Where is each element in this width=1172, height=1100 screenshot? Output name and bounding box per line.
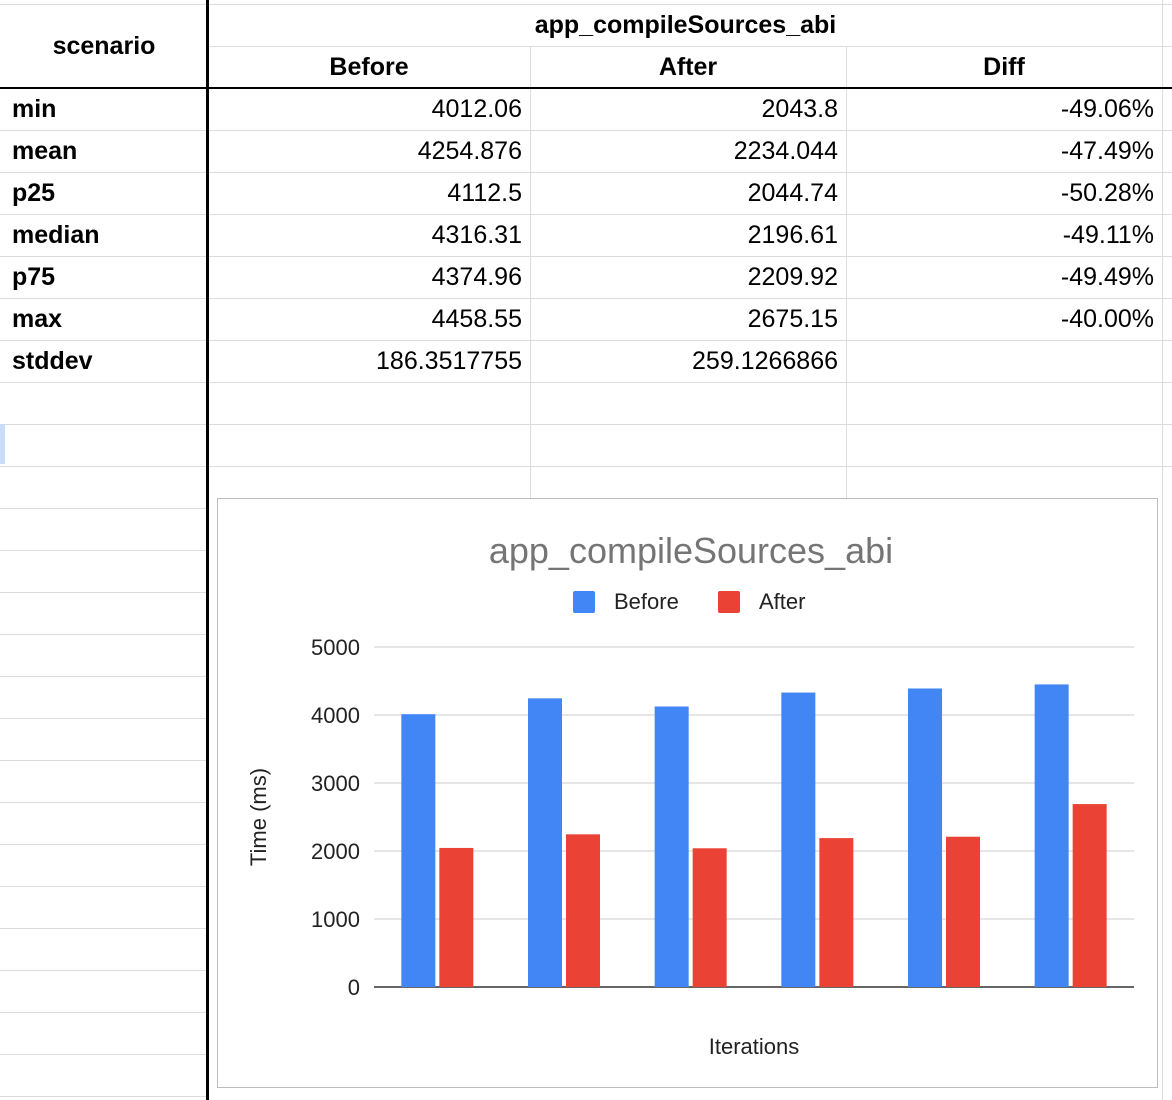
bar-after bbox=[692, 848, 727, 987]
cell-after[interactable]: 2043.8 bbox=[761, 94, 838, 123]
gridline-h bbox=[0, 550, 208, 551]
gridline-h bbox=[0, 130, 1172, 131]
gridline-h bbox=[0, 676, 208, 677]
gridline-h bbox=[0, 844, 208, 845]
bar-after bbox=[946, 836, 980, 987]
gridline-h bbox=[0, 4, 1172, 5]
cell-after[interactable]: 2675.15 bbox=[747, 304, 838, 333]
gridline-h bbox=[0, 508, 208, 509]
gridline-h bbox=[0, 760, 208, 761]
frozen-column-divider bbox=[206, 0, 209, 1100]
column-header-before[interactable]: Before bbox=[329, 52, 409, 81]
cell-before[interactable]: 4316.31 bbox=[431, 220, 522, 249]
bar-chart: app_compileSources_abi Before After 0 1000 20… bbox=[246, 530, 1134, 1059]
gridline-h bbox=[0, 634, 208, 635]
cell-after[interactable]: 2209.92 bbox=[747, 262, 838, 291]
gridline-h bbox=[0, 1096, 208, 1097]
cell-before[interactable]: 186.3517755 bbox=[376, 346, 522, 375]
header-group[interactable]: app_compileSources_abi bbox=[534, 10, 837, 39]
y-tick-label: 3000 bbox=[311, 771, 360, 796]
cell-diff[interactable]: -50.28% bbox=[1060, 178, 1154, 207]
gridline-h bbox=[0, 214, 1172, 215]
gridline-h bbox=[0, 466, 1172, 467]
column-header-diff[interactable]: Diff bbox=[983, 52, 1025, 81]
gridline-h bbox=[0, 424, 1172, 425]
row-label[interactable]: median bbox=[12, 220, 100, 249]
y-tick-label: 1000 bbox=[311, 907, 360, 932]
x-axis-label: Iterations bbox=[709, 1034, 800, 1059]
y-tick-label: 2000 bbox=[311, 839, 360, 864]
cell-before[interactable]: 4458.55 bbox=[431, 304, 522, 333]
gridline-h bbox=[0, 1012, 208, 1013]
bar-after bbox=[1072, 804, 1107, 987]
gridline-h bbox=[208, 46, 1172, 47]
legend-swatch-after bbox=[718, 591, 740, 613]
row-label[interactable]: mean bbox=[12, 136, 78, 165]
gridline-h bbox=[0, 886, 208, 887]
gridline-h bbox=[0, 928, 208, 929]
chart-title: app_compileSources_abi bbox=[489, 530, 893, 571]
cell-diff[interactable]: -49.06% bbox=[1060, 94, 1154, 123]
row-label[interactable]: stddev bbox=[12, 346, 93, 375]
cell-diff[interactable]: -49.49% bbox=[1060, 262, 1154, 291]
bar-before bbox=[781, 692, 816, 987]
gridline-h bbox=[0, 256, 1172, 257]
gridline-h bbox=[0, 340, 1172, 341]
y-tick-label: 0 bbox=[348, 975, 360, 1000]
cell-after[interactable]: 2196.61 bbox=[747, 220, 838, 249]
cell-diff[interactable]: -49.11% bbox=[1062, 220, 1154, 249]
bar-after bbox=[439, 847, 474, 987]
cell-before[interactable]: 4112.5 bbox=[447, 178, 522, 207]
cell-before[interactable]: 4012.06 bbox=[431, 94, 522, 123]
gridline-v bbox=[1162, 0, 1163, 1100]
bar-before bbox=[528, 698, 562, 987]
cell-after[interactable]: 2234.044 bbox=[733, 136, 838, 165]
gridline-h bbox=[0, 970, 208, 971]
bar-before bbox=[654, 706, 689, 987]
y-tick-label: 5000 bbox=[311, 635, 360, 660]
legend-label-after: After bbox=[759, 589, 805, 614]
gridline-h bbox=[0, 718, 208, 719]
bar-after bbox=[566, 834, 600, 987]
bar-before bbox=[1034, 684, 1069, 987]
bar-before bbox=[908, 688, 942, 987]
row-selection-marker bbox=[0, 424, 5, 464]
gridline-h bbox=[0, 1054, 208, 1055]
column-header-after[interactable]: After bbox=[658, 52, 718, 81]
gridline-h bbox=[0, 172, 1172, 173]
row-label[interactable]: p25 bbox=[12, 178, 56, 207]
bar-before bbox=[401, 714, 436, 987]
cell-after[interactable]: 259.1266866 bbox=[692, 346, 838, 375]
gridline-h bbox=[0, 802, 208, 803]
gridline-v bbox=[530, 46, 531, 498]
cell-diff[interactable]: -47.49% bbox=[1060, 136, 1154, 165]
y-tick-label: 4000 bbox=[311, 703, 360, 728]
y-axis-label: Time (ms) bbox=[246, 768, 271, 866]
chart-container[interactable]: app_compileSources_abi Before After 0 1000 20… bbox=[217, 498, 1158, 1088]
row-label[interactable]: p75 bbox=[12, 262, 56, 291]
gridline-v bbox=[846, 46, 847, 498]
bar-after bbox=[819, 838, 854, 987]
gridline-h bbox=[0, 592, 208, 593]
cell-after[interactable]: 2044.74 bbox=[747, 178, 838, 207]
row-label[interactable]: min bbox=[12, 94, 57, 123]
legend-label-before: Before bbox=[614, 589, 679, 614]
gridline-h bbox=[0, 382, 1172, 383]
cell-diff[interactable]: -40.00% bbox=[1060, 304, 1154, 333]
cell-diff[interactable] bbox=[846, 340, 1162, 382]
cell-before[interactable]: 4254.876 bbox=[417, 136, 522, 165]
legend-swatch-before bbox=[573, 591, 595, 613]
frozen-row-divider bbox=[0, 87, 1172, 89]
header-scenario[interactable]: scenario bbox=[52, 31, 156, 60]
cell-before[interactable]: 4374.96 bbox=[431, 262, 522, 291]
row-label[interactable]: max bbox=[12, 304, 63, 333]
gridline-h bbox=[0, 298, 1172, 299]
